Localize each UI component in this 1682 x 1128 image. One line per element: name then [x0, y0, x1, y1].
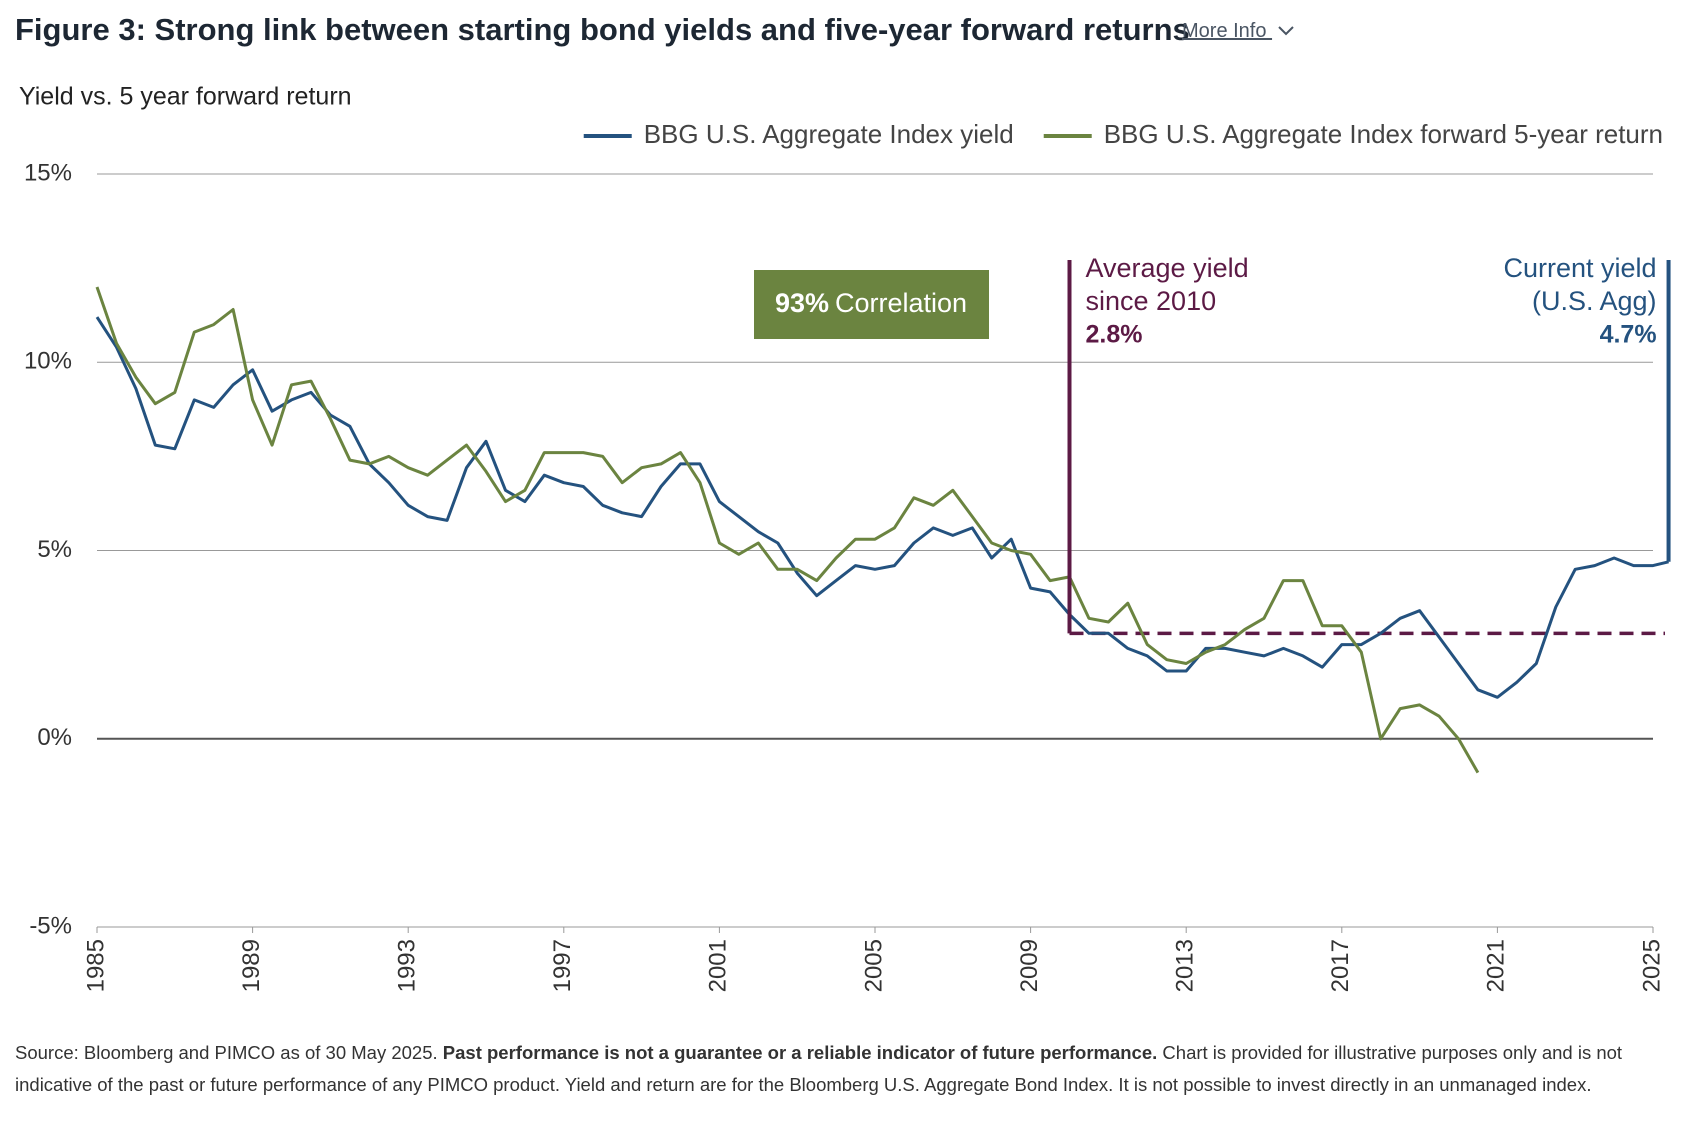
subtitle: Yield vs. 5 year forward return — [19, 83, 352, 111]
series-line — [95, 316, 1669, 699]
x-tick-label: 2021 — [1483, 939, 1510, 992]
x-tick-label: 2005 — [860, 939, 887, 992]
title: Figure 3: Strong link between starting b… — [15, 12, 1190, 47]
source-bold: Past performance is not a guarantee or a… — [442, 1042, 1158, 1063]
current-label: (U.S. Agg) — [1532, 286, 1657, 316]
x-tick-label: 1989 — [238, 939, 265, 992]
x-tick-label: 2009 — [1016, 939, 1043, 992]
source-rest: Chart is provided for illustrative purpo… — [15, 1042, 1623, 1095]
x-tick-label: 1985 — [82, 939, 109, 992]
legend-label: BBG U.S. Aggregate Index yield — [644, 119, 1014, 149]
x-tick-label: 2017 — [1327, 939, 1354, 992]
x-tick-label: 2001 — [705, 939, 732, 992]
more-info-link[interactable]: More Info — [1182, 20, 1294, 43]
x-tick-label: 1997 — [549, 939, 576, 992]
correlation-text: Correlation — [835, 288, 967, 318]
correlation-box — [754, 270, 989, 339]
y-tick-label: -5% — [29, 912, 72, 939]
chart: Yield vs. 5 year forward return -5% 0% 5% 1… — [19, 83, 1671, 992]
y-tick-label: 10% — [24, 348, 72, 375]
average-label: Average yield — [1086, 253, 1249, 283]
current-label: Current yield — [1503, 253, 1656, 283]
average-label: since 2010 — [1086, 286, 1217, 316]
x-tick-label: 1993 — [394, 939, 421, 992]
x-tick-label: 2025 — [1638, 939, 1665, 992]
current-value: 4.7% — [1600, 321, 1657, 349]
source-note: Source: Bloomberg and PIMCO as of 30 May… — [15, 1037, 1670, 1101]
legend-label: BBG U.S. Aggregate Index forward 5-year … — [1104, 119, 1663, 149]
series-line — [95, 286, 1480, 774]
y-tick-label: 0% — [37, 724, 72, 751]
chevron[interactable] — [1276, 24, 1296, 38]
correlation-label: 93% Correlation — [775, 288, 967, 318]
x-tick-label: 2013 — [1172, 939, 1199, 992]
y-tick-label: 15% — [24, 159, 72, 186]
correlation-value: 93% — [775, 288, 829, 318]
y-tick-label: 5% — [37, 536, 72, 563]
source-lead: Source: Bloomberg and PIMCO as of 30 May… — [15, 1042, 443, 1063]
more-info-text[interactable]: More Info — [1182, 20, 1267, 42]
average-value: 2.8% — [1086, 321, 1143, 349]
